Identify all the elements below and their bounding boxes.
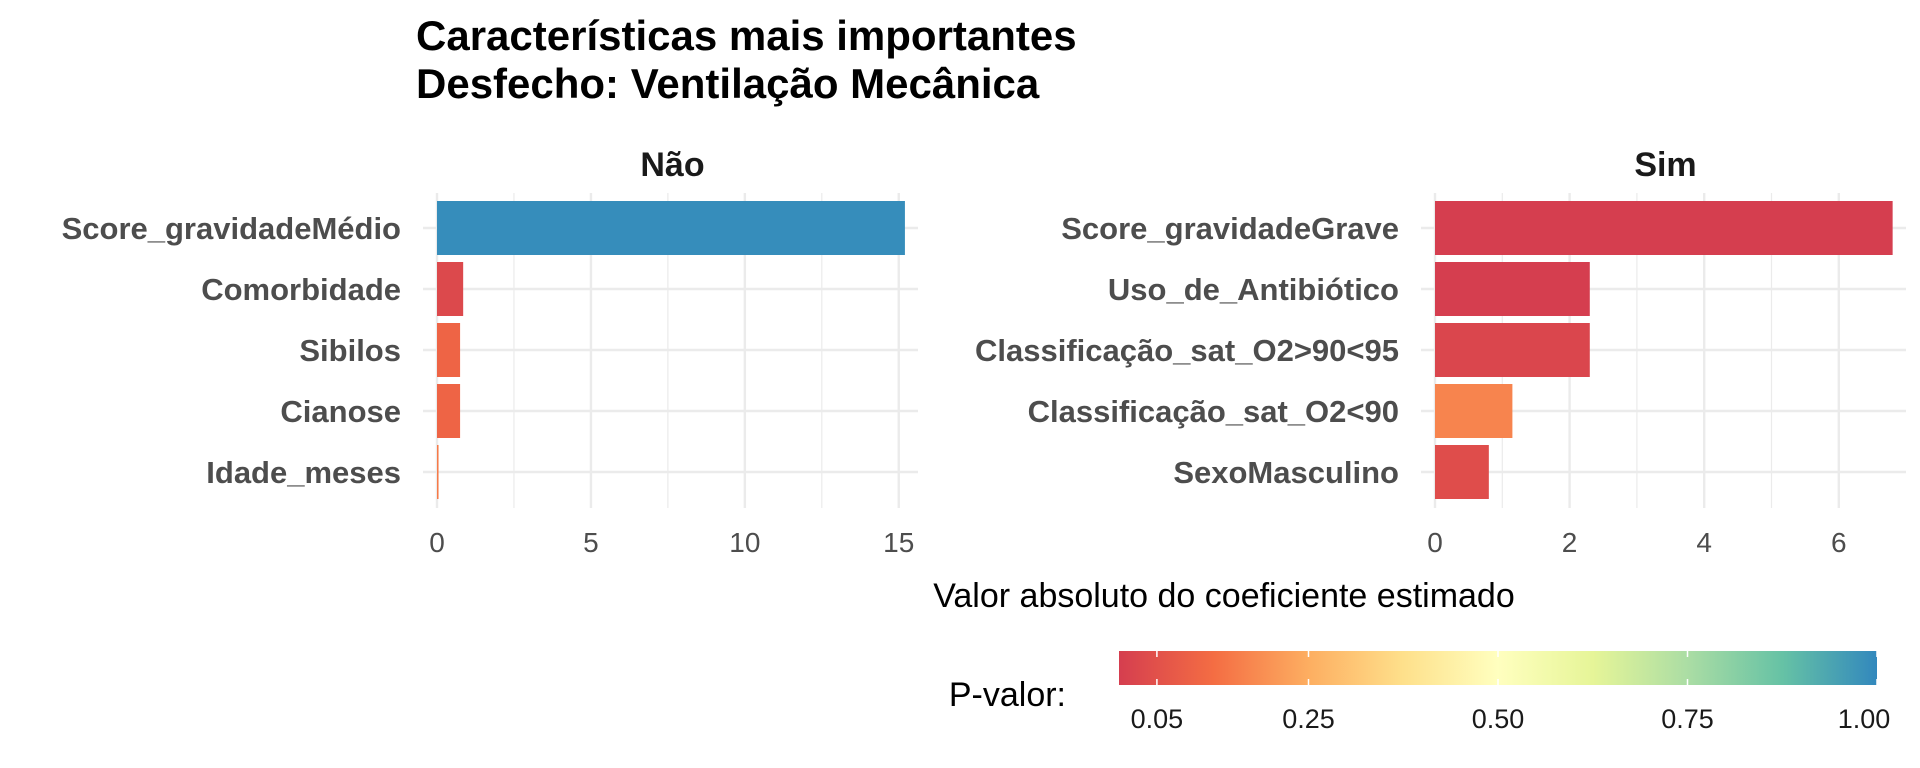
panel-strip-label: Sim — [1634, 146, 1696, 184]
x-tick-label: 2 — [1562, 527, 1578, 558]
category-label: SexoMasculino — [1173, 455, 1399, 490]
bar — [1435, 445, 1489, 499]
category-label: Uso_de_Antibiótico — [1108, 272, 1399, 307]
legend-tick-label: 0.25 — [1282, 704, 1335, 734]
bar — [437, 262, 464, 316]
color-legend: P-valor: 0.05 0.25 0.50 0.75 1.00 — [949, 651, 1890, 734]
chart-title-line-1: Características mais importantes — [416, 12, 1077, 59]
bar — [437, 384, 461, 438]
panel-nao: Não 0 5 10 15 Score_gravidadeMédio Comorbidad… — [62, 146, 918, 558]
legend-tick-label: 0.05 — [1131, 704, 1184, 734]
category-label: Classificação_sat_O2>90<95 — [975, 333, 1399, 368]
category-label: Classificação_sat_O2<90 — [1028, 394, 1399, 429]
x-tick-label: 6 — [1831, 527, 1847, 558]
legend-title: P-valor: — [949, 676, 1066, 714]
chart-title-line-2: Desfecho: Ventilação Mecânica — [416, 60, 1040, 107]
panel-sim: Sim 0 2 4 6 Score_gravidadeGrave Uso_de_Antib… — [975, 146, 1906, 558]
category-label: Cianose — [280, 394, 401, 429]
bar — [437, 323, 461, 377]
x-tick-label: 10 — [729, 527, 760, 558]
category-label: Score_gravidadeMédio — [62, 211, 401, 246]
legend-tick-label: 0.75 — [1661, 704, 1714, 734]
bar — [1435, 384, 1513, 438]
bar — [1435, 262, 1590, 316]
panel-strip-label: Não — [640, 146, 704, 184]
x-axis-title: Valor absoluto do coeficiente estimado — [933, 577, 1515, 615]
bar — [437, 445, 439, 499]
bar — [1435, 323, 1590, 377]
x-tick-label: 5 — [583, 527, 599, 558]
x-tick-label: 0 — [429, 527, 445, 558]
legend-tick-label: 0.50 — [1472, 704, 1525, 734]
x-tick-label: 4 — [1696, 527, 1712, 558]
category-label: Comorbidade — [201, 272, 401, 307]
category-label: Score_gravidadeGrave — [1061, 211, 1399, 246]
legend-tick-label: 1.00 — [1838, 704, 1891, 734]
x-tick-label: 15 — [883, 527, 914, 558]
bar — [1435, 201, 1893, 255]
bar — [437, 201, 905, 255]
category-label: Sibilos — [299, 333, 401, 368]
category-label: Idade_meses — [206, 455, 401, 490]
x-tick-label: 0 — [1427, 527, 1443, 558]
